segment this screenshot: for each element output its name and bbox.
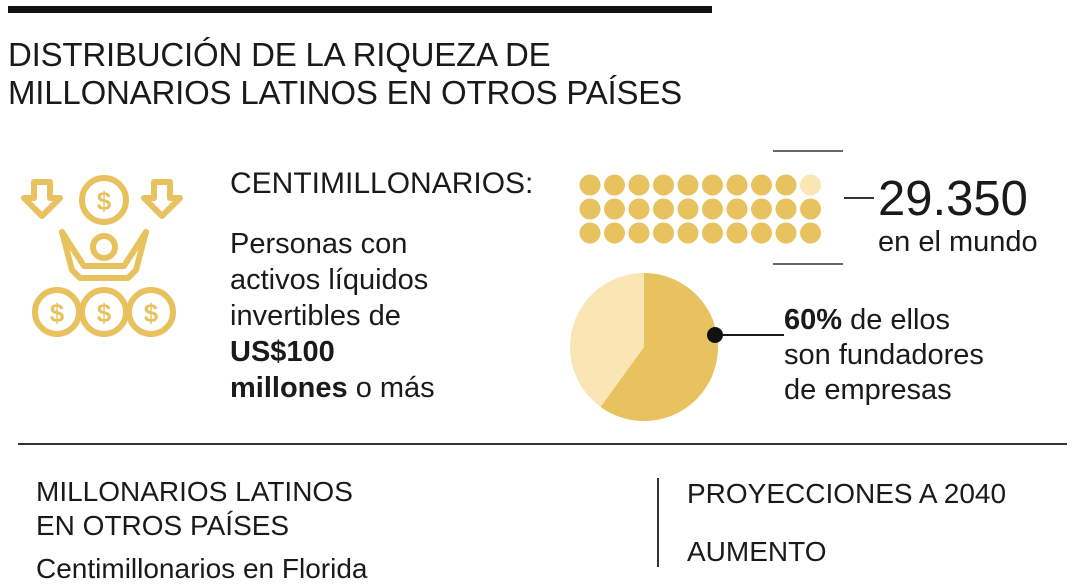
dot [604,222,625,244]
pie-note: 60% de ellos son fundadores de empresas [784,303,984,408]
centimillonarios-description: Personas con activos líquidos invertible… [230,226,550,406]
dot [800,222,821,244]
dot [726,198,748,220]
dot [702,198,723,220]
dot [775,222,797,244]
latinos-title-line-2: EN OTROS PAÍSES [36,510,290,541]
dot [604,198,625,220]
desc-line-3: invertibles de [230,300,401,332]
dot [653,222,674,244]
dot [579,198,601,220]
pie-note-text-1: de ellos [842,304,951,336]
pie-callout-line [714,334,784,336]
desc-bold-amount: US$100 [230,336,335,368]
dot-partial [800,174,821,196]
svg-text:$: $ [144,298,159,328]
pie-chart [570,273,718,421]
svg-text:$: $ [50,298,65,328]
top-rule [8,6,712,13]
dot [677,222,699,244]
dot [726,174,748,196]
dot [579,222,601,244]
dot [702,222,723,244]
bracket-connector [844,197,874,199]
title-line-2: MILLONARIOS LATINOS EN OTROS PAÍSES [8,74,682,111]
pie-note-text-3: de empresas [784,374,952,406]
money-person-icon: $ $ $ $ [21,175,183,337]
centimillonarios-label: CENTIMILLONARIOS: [230,167,534,200]
dot [800,198,821,220]
pie-note-percent: 60% [784,304,843,336]
dot [628,222,650,244]
dot [604,174,625,196]
pie-slice-others [570,273,644,407]
dot [579,174,601,196]
desc-tail: o más [347,372,435,404]
dot [751,222,772,244]
dot [653,174,674,196]
title-line-1: DISTRIBUCIÓN DE LA RIQUEZA DE [8,36,551,73]
pie-callout-dot [707,327,723,343]
dot-grid-chart [579,174,821,244]
projections-subtitle: AUMENTO [687,536,827,567]
dot [775,174,797,196]
latinos-section-text: Centimillonarios en Florida [36,553,368,584]
svg-text:$: $ [97,186,112,216]
count-label: en el mundo [878,226,1038,258]
latinos-title-line-1: MILLONARIOS LATINOS [36,476,353,507]
projections-title: PROYECCIONES A 2040 [687,478,1007,509]
pie-note-text-2: son fundadores [784,339,984,371]
dot [677,174,699,196]
dot [653,198,674,220]
dot [677,198,699,220]
pie-slice-founders [600,273,718,421]
latinos-section-title: MILLONARIOS LATINOS EN OTROS PAÍSES [36,475,353,543]
page-title: DISTRIBUCIÓN DE LA RIQUEZA DE MILLONARIO… [8,36,682,112]
dot [751,198,772,220]
column-divider [657,478,659,567]
desc-bold-millones: millones [230,372,348,404]
desc-line-1: Personas con [230,228,408,260]
count-value: 29.350 [878,172,1028,226]
dot [751,174,772,196]
section-divider [18,443,1067,445]
svg-text:$: $ [97,298,112,328]
dot [628,174,650,196]
dot [775,198,797,220]
count-bracket [773,150,843,265]
desc-line-2: activos líquidos [230,264,429,296]
dot [726,222,748,244]
dot [628,198,650,220]
dot [702,174,723,196]
